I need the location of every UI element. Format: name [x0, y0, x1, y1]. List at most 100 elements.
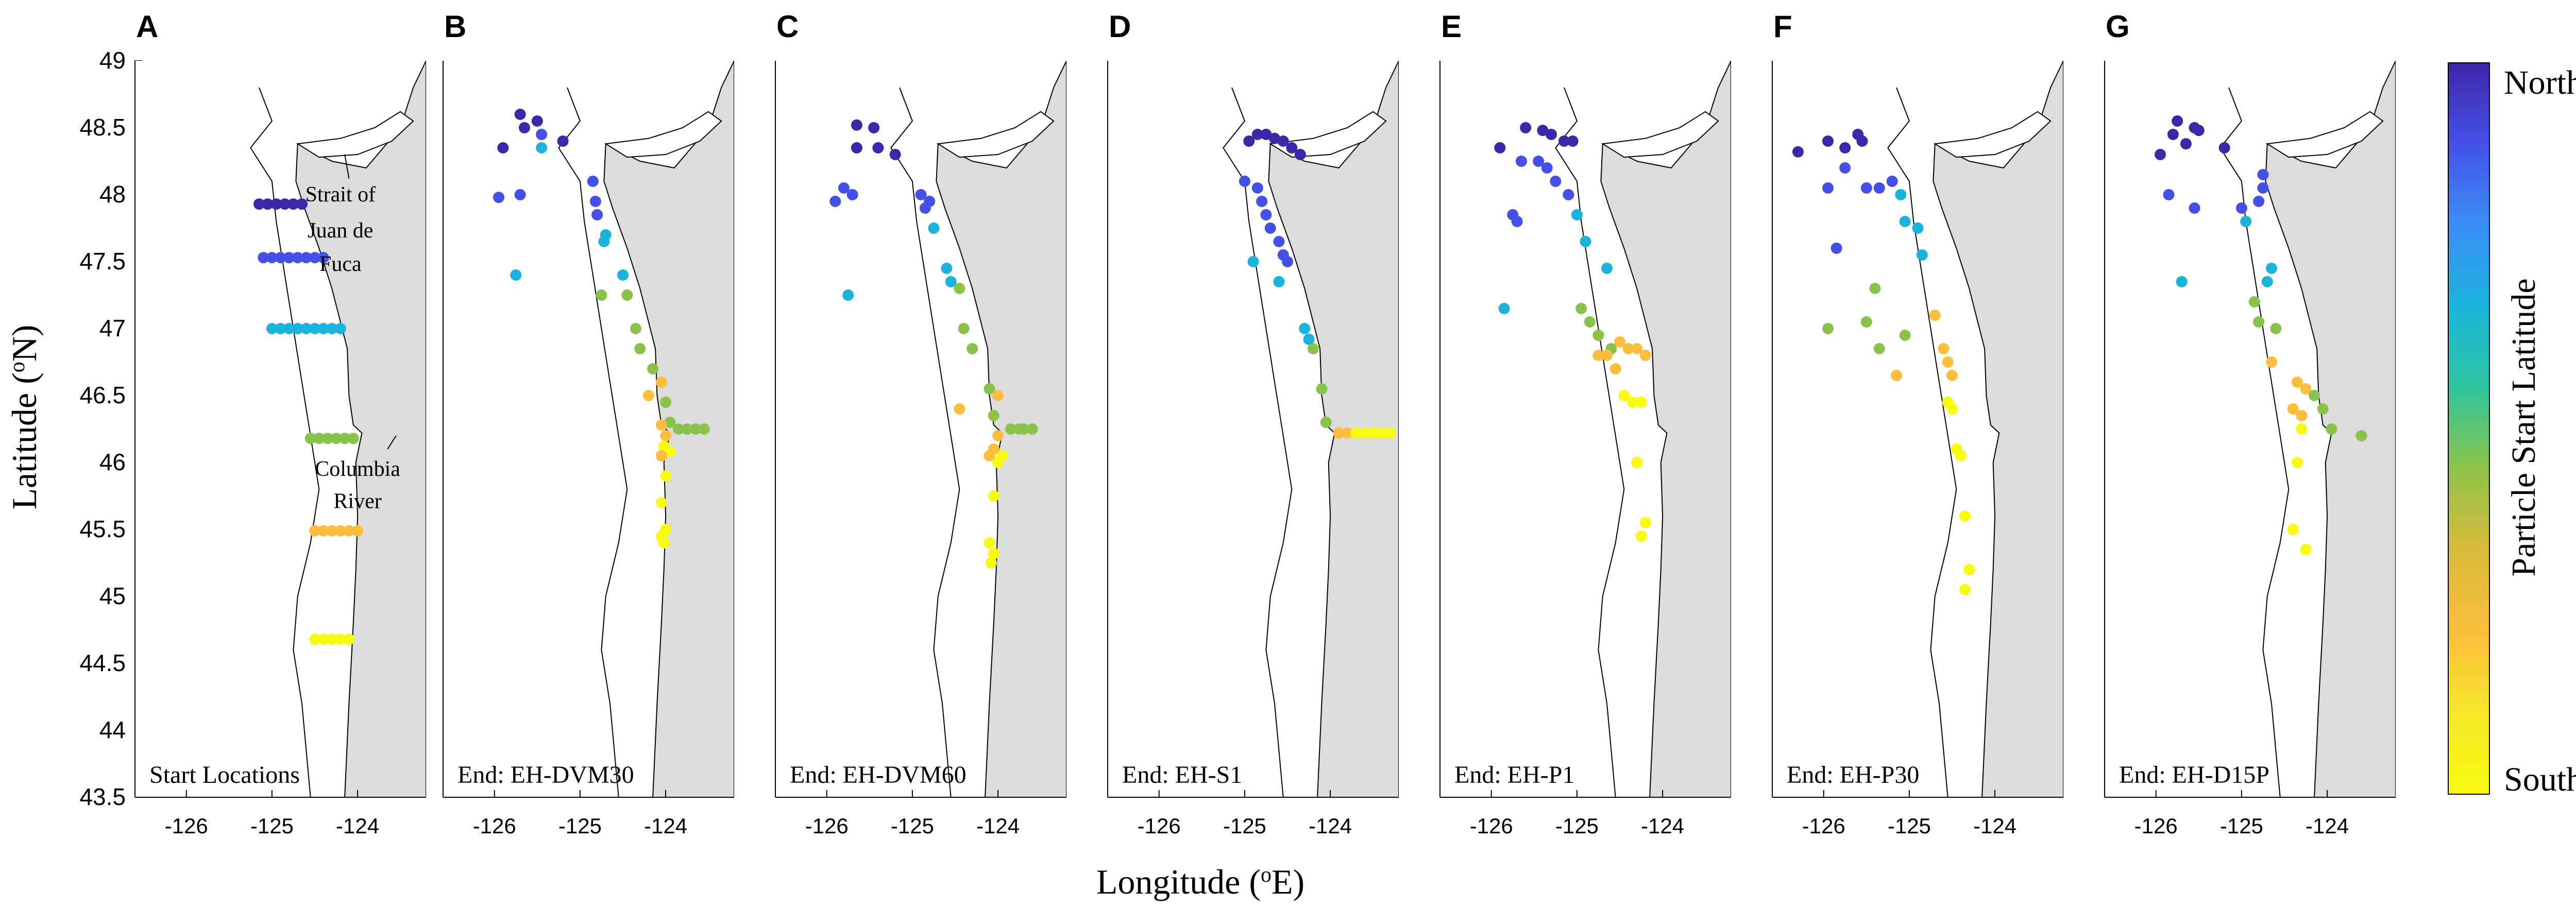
- particle-point: [1260, 209, 1272, 220]
- particle-point: [1251, 129, 1263, 140]
- x-tick-label: -125: [1223, 814, 1266, 838]
- particle-point: [2155, 149, 2166, 160]
- x-tick-label: -124: [2306, 814, 2349, 838]
- strait-annotation: Juan de: [308, 219, 373, 243]
- particle-point: [2270, 323, 2282, 334]
- map-panel-d: -126 -125 -124 D End: EH-S1: [1107, 9, 1399, 838]
- particle-point: [698, 423, 710, 435]
- particle-point: [2287, 524, 2299, 535]
- particle-point: [2287, 403, 2299, 415]
- y-axis-title-prefix: Latitude (: [5, 372, 44, 509]
- particle-point: [1307, 343, 1319, 354]
- particle-point: [2300, 383, 2312, 395]
- particle-point: [984, 537, 995, 549]
- colorbar-title: Particle Start Latitude: [2505, 278, 2543, 576]
- particle-point: [304, 433, 316, 444]
- particle-point: [1946, 370, 1958, 381]
- particle-point: [279, 198, 291, 210]
- particle-point: [1873, 343, 1885, 354]
- strait-water: [936, 111, 1055, 158]
- particle-point: [664, 446, 676, 458]
- particle-point: [1584, 316, 1596, 328]
- particle-point: [1873, 182, 1885, 194]
- particle-point: [591, 209, 603, 220]
- strait-water: [604, 111, 722, 158]
- columbia-annotation: River: [333, 489, 381, 513]
- strait-water: [296, 111, 414, 158]
- particle-point: [1580, 236, 1591, 247]
- particle-point: [985, 557, 997, 569]
- x-tick-label: -126: [805, 814, 849, 838]
- shelf-contour: [1887, 87, 1957, 797]
- particle-point: [266, 323, 278, 334]
- particle-point: [2317, 403, 2329, 415]
- particle-point: [292, 252, 303, 264]
- particle-point: [1899, 216, 1911, 227]
- particle-point: [339, 433, 351, 444]
- particle-point: [2296, 410, 2308, 421]
- particle-point: [2291, 376, 2303, 388]
- x-tick-label: -125: [2220, 814, 2263, 838]
- particle-point: [309, 525, 320, 537]
- particle-point: [1243, 135, 1255, 147]
- particle-point: [1899, 330, 1911, 341]
- particle-point: [954, 403, 965, 415]
- strait-annotation: Fuca: [319, 252, 362, 276]
- panel-letter: B: [444, 9, 466, 44]
- particle-point: [300, 252, 312, 264]
- particle-point: [1026, 423, 1038, 435]
- particle-point: [851, 119, 862, 131]
- particle-point: [1376, 427, 1387, 439]
- particle-point: [1856, 135, 1868, 147]
- particle-point: [2253, 316, 2265, 328]
- shelf-contour: [1555, 87, 1625, 797]
- y-tick-label: 45.5: [79, 516, 126, 542]
- x-axis-title-suffix: E): [1272, 862, 1304, 901]
- particle-point: [664, 417, 676, 428]
- particle-point: [596, 289, 607, 301]
- particle-point: [1550, 176, 1562, 187]
- particle-point: [945, 276, 957, 287]
- y-tick-label: 45: [99, 583, 126, 609]
- particle-point: [954, 283, 965, 294]
- particle-point: [1018, 423, 1029, 435]
- particle-point: [1546, 129, 1557, 140]
- particle-point: [658, 537, 670, 549]
- particle-point: [984, 450, 995, 461]
- particle-point: [1831, 243, 1842, 254]
- map-panels: -126 -125 -124 A Start Locations Strait of Jua…: [134, 9, 2396, 838]
- particle-point: [1260, 129, 1272, 140]
- map-panel-c: -126 -125 -124 C End: EH-DVM60: [775, 9, 1066, 838]
- particle-point: [334, 323, 346, 334]
- particle-point: [253, 198, 265, 210]
- panel-label: Start Locations: [149, 761, 300, 789]
- particle-point: [1563, 189, 1574, 200]
- particle-point: [1639, 517, 1651, 528]
- panel-label: End: EH-S1: [1122, 761, 1242, 789]
- x-tick-label: -125: [558, 814, 602, 838]
- particle-point: [352, 525, 364, 537]
- particle-point: [1609, 363, 1621, 374]
- particle-point: [988, 490, 999, 502]
- particle-point: [2167, 129, 2179, 140]
- x-tick-label: -124: [976, 814, 1020, 838]
- particle-point: [514, 109, 526, 120]
- particle-point: [317, 252, 329, 264]
- particle-point: [1537, 125, 1549, 136]
- map-panel-b: -126 -125 -124 B End: EH-DVM30: [443, 9, 734, 838]
- colorbar-gradient: [2448, 62, 2490, 795]
- panel-letter: G: [2106, 9, 2130, 44]
- land: [1268, 61, 1399, 797]
- particle-point: [1571, 209, 1583, 220]
- strait-annotation: Strait of: [306, 183, 376, 207]
- particle-point: [1631, 343, 1643, 354]
- particle-point: [296, 198, 308, 210]
- particle-point: [868, 122, 880, 133]
- particle-point: [1839, 142, 1851, 153]
- particle-point: [655, 376, 667, 388]
- particle-point: [2257, 169, 2269, 180]
- colorbar: North South Particle Start Latitude: [2448, 62, 2576, 798]
- particle-point: [326, 633, 338, 645]
- map-panel-e: -126 -125 -124 E End: EH-P1: [1439, 9, 1731, 838]
- particle-point: [1622, 343, 1634, 354]
